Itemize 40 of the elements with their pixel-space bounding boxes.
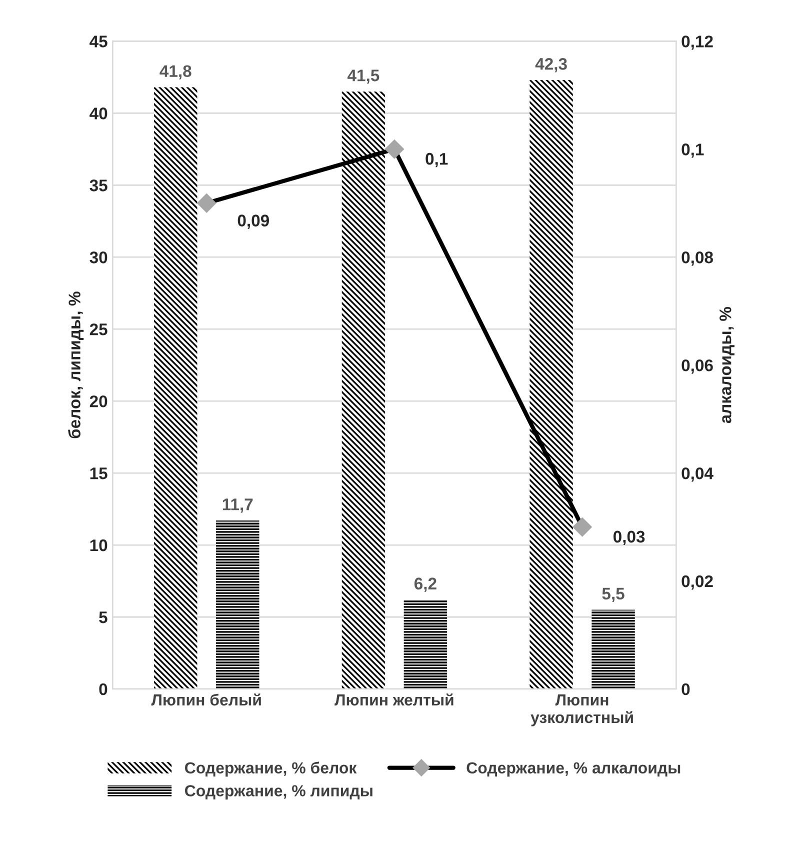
x-tick-label: Люпин узколистный (530, 694, 633, 726)
legend-label: Содержание, % липиды (185, 785, 372, 800)
y2-tick-label: 0,12 (682, 36, 713, 50)
bar (530, 80, 573, 689)
y-tick-label: 35 (90, 180, 108, 192)
data-label: 42,3 (535, 58, 567, 72)
y2-tick-label: 0,04 (682, 467, 714, 482)
y2-tick-label: 0,06 (682, 359, 713, 374)
bar (592, 610, 635, 689)
legend-label: Содержание, % белок (185, 762, 357, 777)
y-tick-label: 10 (90, 539, 108, 552)
data-label: 0,1 (426, 152, 448, 168)
y-tick-label: 5 (99, 612, 108, 624)
y2-axis-title: алкалоиды, % (720, 306, 734, 424)
y2-tick-label: 0,1 (682, 144, 704, 158)
y2-tick-label: 0,08 (682, 252, 713, 266)
y-tick-label: 40 (90, 108, 108, 120)
data-label: 41,8 (160, 65, 192, 80)
x-tick-label: Люпин желтый (334, 694, 454, 706)
data-label: 41,5 (347, 70, 380, 84)
data-label: 0,09 (238, 214, 269, 229)
y-tick-label: 25 (90, 323, 108, 336)
data-label: 6,2 (414, 578, 436, 592)
data-label: 11,7 (222, 498, 253, 513)
y-tick-label: 0 (99, 683, 108, 696)
y-axis-title: белок, липиды, % (68, 292, 84, 438)
y2-tick-label: 0,02 (682, 575, 713, 590)
y-tick-label: 45 (90, 36, 108, 48)
data-label: 0,03 (614, 530, 645, 546)
data-label: 5,5 (602, 588, 624, 602)
legend-label: Содержание, % алкалоиды (466, 762, 680, 777)
y-tick-label: 30 (90, 252, 108, 264)
bar (404, 600, 448, 689)
y2-tick-label: 0 (682, 683, 690, 696)
x-tick-label: Люпин белый (151, 694, 261, 706)
bar (154, 87, 198, 689)
bar (216, 520, 260, 689)
y-tick-label: 15 (90, 468, 108, 480)
y-tick-label: 20 (90, 395, 108, 408)
bar (342, 92, 386, 689)
